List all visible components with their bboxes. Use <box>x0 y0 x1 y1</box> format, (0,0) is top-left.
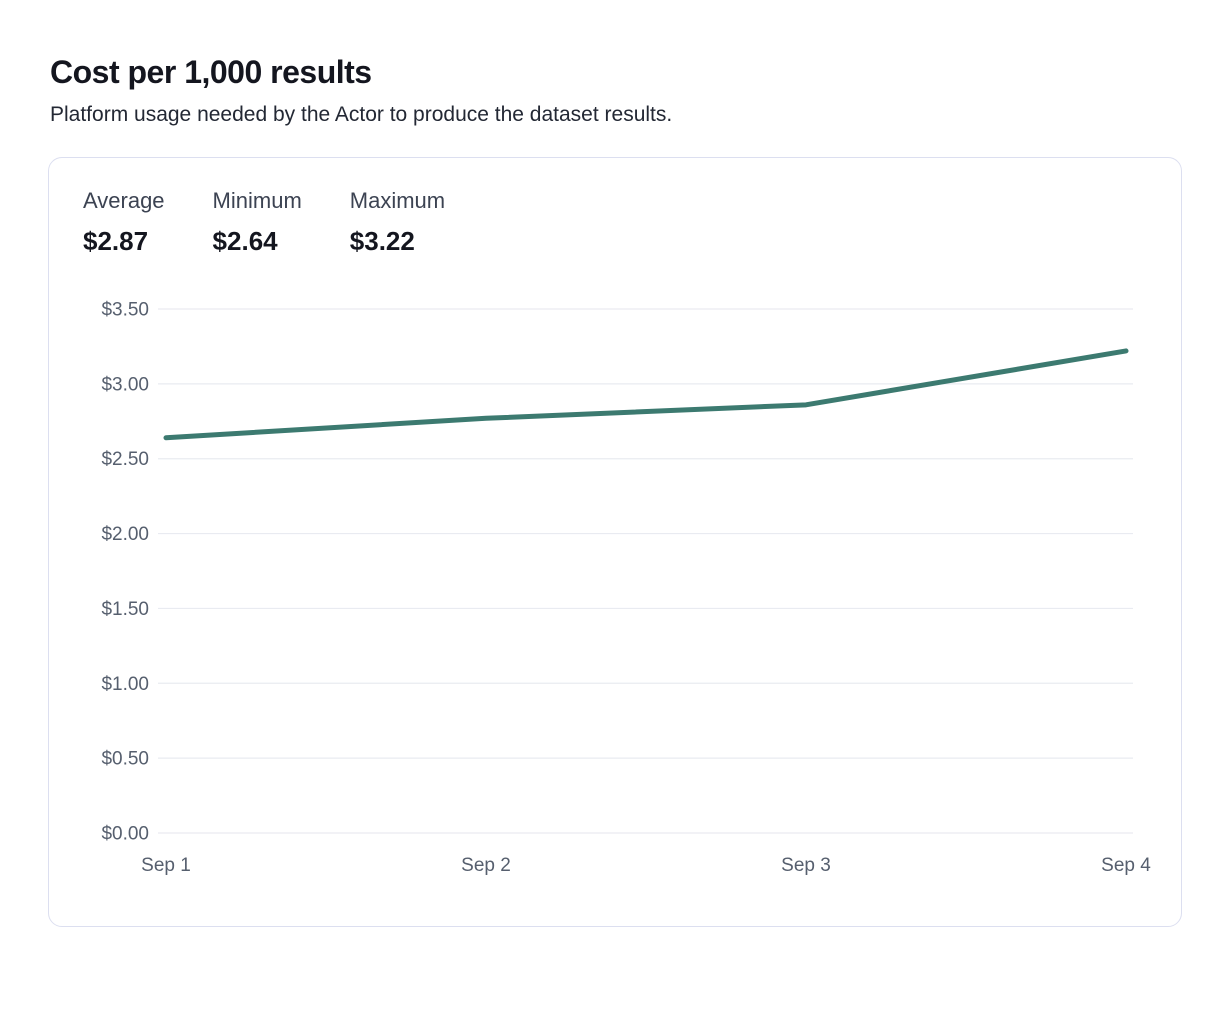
y-tick-label: $3.00 <box>101 374 149 395</box>
line-chart-svg: $0.00 $0.50 $1.00 $1.50 $2.00 $2.50 $3.00 $3.50… <box>101 300 1151 877</box>
x-tick-label: Sep 4 <box>1101 855 1151 876</box>
page-title: Cost per 1,000 results <box>50 54 372 90</box>
y-tick-label: $2.00 <box>101 524 149 545</box>
y-tick-label: $1.50 <box>101 599 149 620</box>
stat-minimum-value: $2.64 <box>212 226 278 256</box>
stat-average: Average $2.87 <box>83 188 165 257</box>
y-tick-label: $0.50 <box>101 749 149 770</box>
stat-maximum-value: $3.22 <box>349 226 415 256</box>
line-chart: $0.00 $0.50 $1.00 $1.50 $2.00 $2.50 $3.00 $3.50… <box>75 291 1155 904</box>
summary-stats: Average $2.87 Minimum $2.64 Maximum $3.2… <box>75 188 1155 257</box>
page-subtitle: Platform usage needed by the Actor to pr… <box>50 103 673 126</box>
y-tick-label: $0.00 <box>101 824 149 845</box>
stat-maximum: Maximum $3.22 <box>350 188 445 257</box>
x-tick-label: Sep 3 <box>781 855 831 876</box>
x-tick-label: Sep 1 <box>141 855 191 876</box>
stat-average-value: $2.87 <box>83 226 149 256</box>
chart-line <box>163 348 1129 441</box>
stat-minimum: Minimum $2.64 <box>213 188 302 257</box>
y-tick-label: $3.50 <box>101 300 149 321</box>
stat-average-label: Average <box>83 188 165 213</box>
x-tick-label: Sep 2 <box>461 855 511 876</box>
y-tick-label: $2.50 <box>101 449 149 470</box>
stat-maximum-label: Maximum <box>349 188 446 213</box>
stat-minimum-label: Minimum <box>212 188 302 213</box>
y-tick-label: $1.00 <box>101 674 149 695</box>
cost-chart-card: Average $2.87 Minimum $2.64 Maximum $3.2… <box>48 157 1182 927</box>
